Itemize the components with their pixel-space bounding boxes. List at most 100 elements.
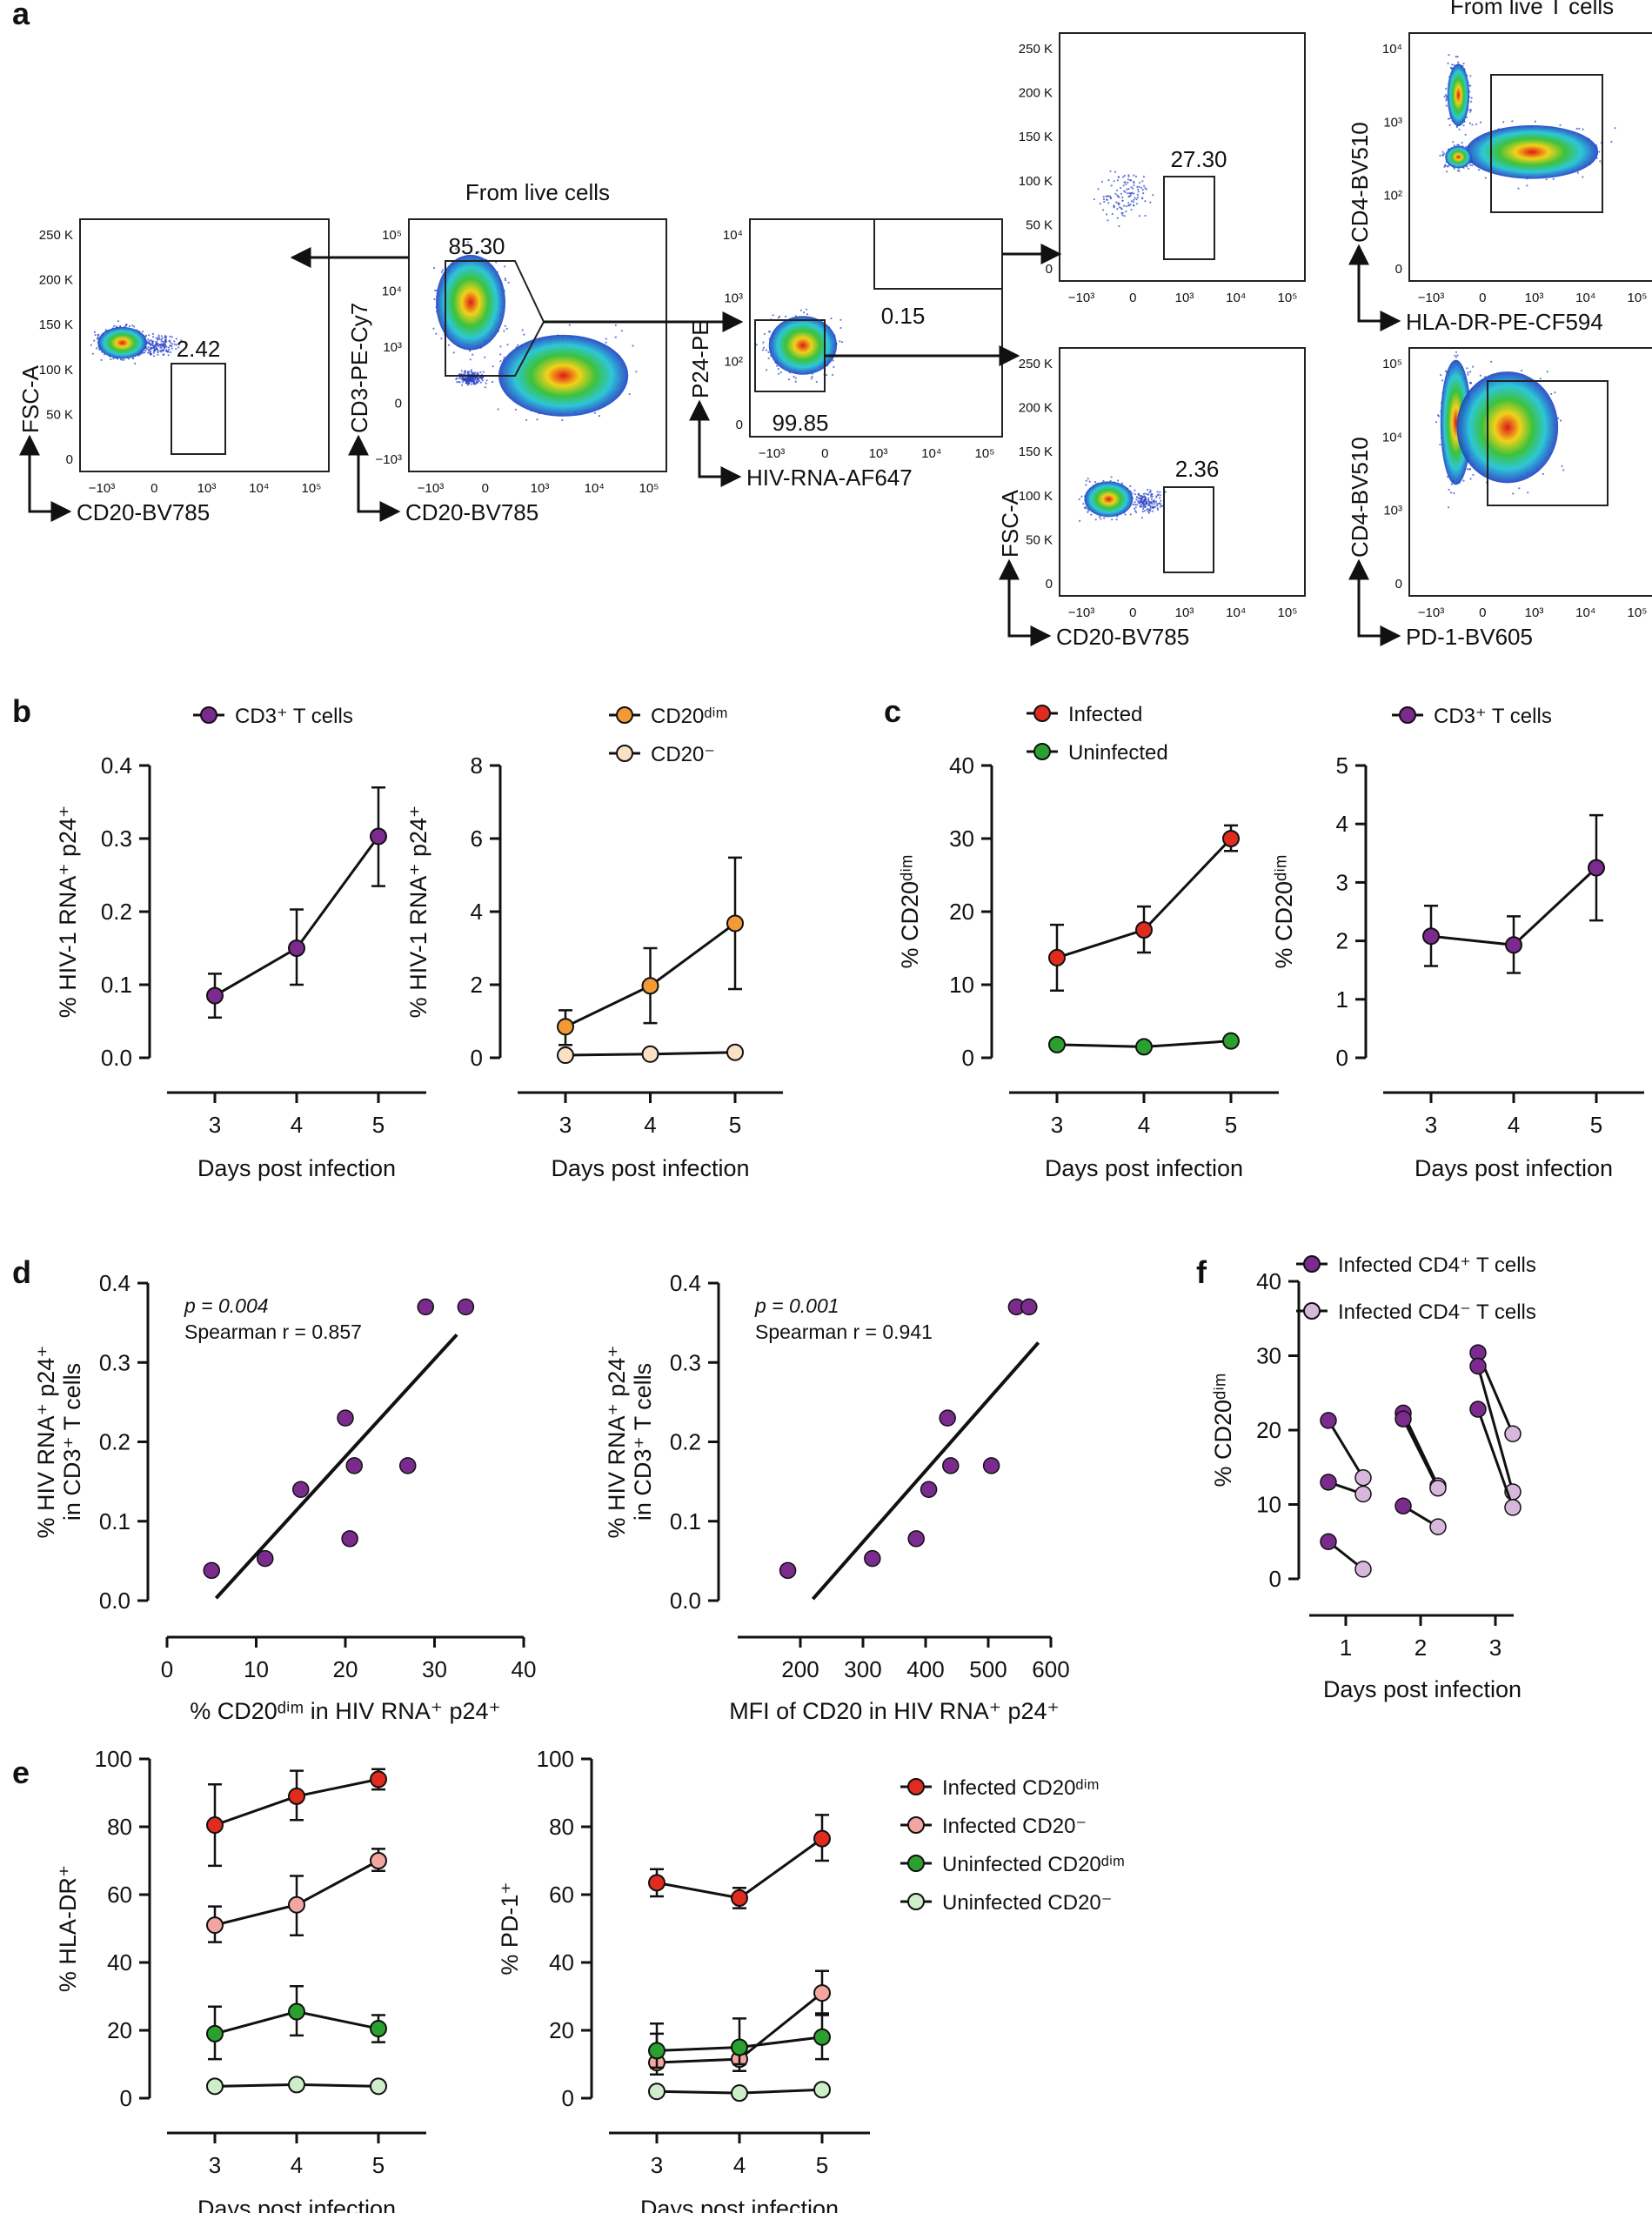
flow-event xyxy=(110,358,112,361)
flow-event xyxy=(779,315,781,318)
flow-event xyxy=(1113,180,1115,183)
flow-event xyxy=(160,343,163,345)
flow-event xyxy=(171,347,173,350)
flow-event xyxy=(150,339,152,342)
flow-event xyxy=(1080,495,1083,498)
flow-event xyxy=(128,325,130,328)
flow-event xyxy=(477,380,479,383)
flow-event xyxy=(1110,476,1113,478)
flow-event xyxy=(561,418,564,422)
panel-letter-c: c xyxy=(884,693,901,729)
flow-event xyxy=(155,340,157,344)
flow-event xyxy=(144,350,147,352)
flow-event xyxy=(161,337,164,339)
flow-event xyxy=(1102,198,1105,201)
flow-event xyxy=(1121,199,1124,202)
flow-event xyxy=(1467,373,1469,376)
flow-event xyxy=(779,371,783,374)
flow-event xyxy=(1511,120,1514,123)
flow-ytick-label: 10⁴ xyxy=(1382,42,1402,57)
flow-event xyxy=(131,324,134,327)
flow-event xyxy=(1440,374,1442,377)
flow-event xyxy=(762,346,766,349)
flow-event xyxy=(1152,194,1154,197)
flow-event xyxy=(151,332,154,335)
flow-event xyxy=(802,311,806,314)
flow-event xyxy=(147,338,150,341)
flow-event xyxy=(1141,197,1144,200)
flow-event xyxy=(1090,513,1093,516)
flow-ytick-label: 100 K xyxy=(39,363,73,378)
flow-event xyxy=(467,382,470,384)
flow-event xyxy=(119,324,122,328)
flow-event xyxy=(1137,498,1140,500)
flow-event xyxy=(160,346,163,349)
flow-event xyxy=(1078,498,1080,501)
flow-event xyxy=(1155,496,1158,498)
flow-ytick-label: 200 K xyxy=(1019,401,1053,416)
flow-event xyxy=(478,377,481,379)
flow-event xyxy=(1466,367,1468,370)
flow-event xyxy=(492,365,494,368)
flow-ytick-label: 10³ xyxy=(1383,115,1402,130)
flow-event xyxy=(1160,505,1162,508)
flow-xtick-label: 0 xyxy=(1129,291,1136,305)
flow-ytick-label: 150 K xyxy=(39,318,73,332)
flow-xlabel: HIV-RNA-AF647 xyxy=(746,465,913,491)
flow-event xyxy=(1142,504,1145,506)
flow-event xyxy=(1138,215,1140,217)
flow-event xyxy=(521,329,524,331)
flow-event xyxy=(94,333,97,337)
flow-title: From live T cells xyxy=(1450,0,1614,19)
flow-event xyxy=(1140,498,1142,501)
flow-event xyxy=(100,358,103,361)
flow-event xyxy=(157,351,159,353)
flow-event xyxy=(839,318,842,321)
flow-event xyxy=(499,345,502,348)
flow-event xyxy=(1136,196,1139,198)
flow-event xyxy=(1439,154,1441,157)
flow-event xyxy=(90,344,92,346)
flow-event xyxy=(1134,175,1138,177)
flow-event xyxy=(169,335,171,338)
flow-ytick-label: 50 K xyxy=(1026,217,1053,232)
flow-event xyxy=(1102,209,1105,211)
flow-event xyxy=(97,336,99,338)
flow-event xyxy=(432,327,435,330)
flow-event xyxy=(1125,183,1127,185)
flow-event xyxy=(787,378,791,381)
flow-event xyxy=(1448,506,1450,509)
flow-xtick-label: −10³ xyxy=(89,481,115,496)
density-core xyxy=(97,326,147,359)
flow-event xyxy=(1135,496,1138,498)
flow-event xyxy=(1441,379,1444,382)
flow-event xyxy=(482,376,485,378)
flow-event xyxy=(1099,203,1101,205)
flow-event xyxy=(463,371,465,374)
flow-event xyxy=(447,344,451,346)
axis-arrow xyxy=(357,480,401,522)
flow-event xyxy=(1120,192,1122,195)
flow-event xyxy=(794,380,797,383)
flow-event xyxy=(157,334,160,337)
flow-xtick-label: −10³ xyxy=(1418,291,1444,305)
flow-event xyxy=(124,324,127,327)
flow-ytick-label: 10⁴ xyxy=(382,284,402,299)
flow-event xyxy=(1453,167,1455,170)
flow-event xyxy=(1079,519,1081,523)
flow-event xyxy=(1118,196,1120,198)
flow-event xyxy=(1453,491,1455,495)
flow-event xyxy=(1143,510,1146,512)
flow-event xyxy=(465,381,468,384)
flow-event xyxy=(1138,181,1140,184)
flow-event xyxy=(1087,511,1089,513)
flow-event xyxy=(1134,489,1136,491)
flow-event xyxy=(160,335,163,338)
flow-event xyxy=(839,340,841,343)
flow-event xyxy=(171,336,173,338)
flow-event xyxy=(1149,507,1152,510)
flow-event xyxy=(1116,208,1119,211)
flow-event xyxy=(620,330,624,332)
flow-event xyxy=(1484,177,1487,179)
